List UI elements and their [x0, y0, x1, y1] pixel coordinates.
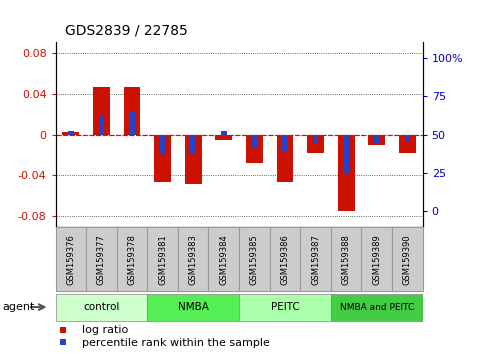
- Bar: [246, 135, 263, 163]
- FancyBboxPatch shape: [300, 227, 331, 291]
- FancyBboxPatch shape: [331, 227, 361, 291]
- Bar: [62, 132, 79, 135]
- Text: GSM159389: GSM159389: [372, 234, 381, 285]
- Text: GSM159390: GSM159390: [403, 234, 412, 285]
- FancyBboxPatch shape: [331, 293, 423, 321]
- Text: agent: agent: [2, 302, 35, 312]
- FancyBboxPatch shape: [209, 227, 239, 291]
- Text: GSM159378: GSM159378: [128, 234, 137, 285]
- Bar: [221, 131, 227, 135]
- Text: control: control: [83, 302, 120, 312]
- Bar: [154, 135, 171, 182]
- Text: GSM159376: GSM159376: [66, 234, 75, 285]
- Bar: [99, 115, 104, 135]
- FancyBboxPatch shape: [56, 293, 147, 321]
- Text: GSM159377: GSM159377: [97, 234, 106, 285]
- Bar: [129, 112, 135, 135]
- FancyBboxPatch shape: [239, 293, 331, 321]
- FancyBboxPatch shape: [239, 227, 270, 291]
- Text: GDS2839 / 22785: GDS2839 / 22785: [65, 23, 188, 37]
- Text: GSM159385: GSM159385: [250, 234, 259, 285]
- Bar: [307, 135, 324, 153]
- Bar: [252, 135, 257, 148]
- Bar: [190, 135, 196, 153]
- Bar: [282, 135, 288, 151]
- Text: NMBA: NMBA: [178, 302, 209, 312]
- Text: NMBA and PEITC: NMBA and PEITC: [340, 303, 414, 312]
- Text: GSM159384: GSM159384: [219, 234, 228, 285]
- Bar: [93, 87, 110, 135]
- Bar: [68, 131, 73, 135]
- Bar: [313, 135, 318, 144]
- Text: GSM159383: GSM159383: [189, 234, 198, 285]
- FancyBboxPatch shape: [147, 227, 178, 291]
- Text: log ratio: log ratio: [82, 325, 128, 335]
- Bar: [369, 135, 385, 145]
- Text: PEITC: PEITC: [270, 302, 299, 312]
- FancyBboxPatch shape: [361, 227, 392, 291]
- FancyBboxPatch shape: [270, 227, 300, 291]
- Text: GSM159386: GSM159386: [281, 234, 289, 285]
- FancyBboxPatch shape: [117, 227, 147, 291]
- Text: GSM159388: GSM159388: [341, 234, 351, 285]
- Bar: [160, 135, 165, 154]
- FancyBboxPatch shape: [147, 293, 239, 321]
- Bar: [343, 135, 349, 174]
- FancyBboxPatch shape: [56, 227, 86, 291]
- Text: percentile rank within the sample: percentile rank within the sample: [82, 338, 270, 348]
- Bar: [399, 135, 416, 153]
- Bar: [405, 135, 410, 141]
- Text: GSM159387: GSM159387: [311, 234, 320, 285]
- Bar: [124, 87, 141, 135]
- Text: GSM159381: GSM159381: [158, 234, 167, 285]
- Bar: [185, 135, 201, 184]
- Bar: [215, 135, 232, 139]
- FancyBboxPatch shape: [86, 227, 117, 291]
- FancyBboxPatch shape: [178, 227, 209, 291]
- FancyBboxPatch shape: [392, 227, 423, 291]
- Bar: [374, 135, 380, 144]
- Bar: [338, 135, 355, 211]
- Bar: [277, 135, 293, 182]
